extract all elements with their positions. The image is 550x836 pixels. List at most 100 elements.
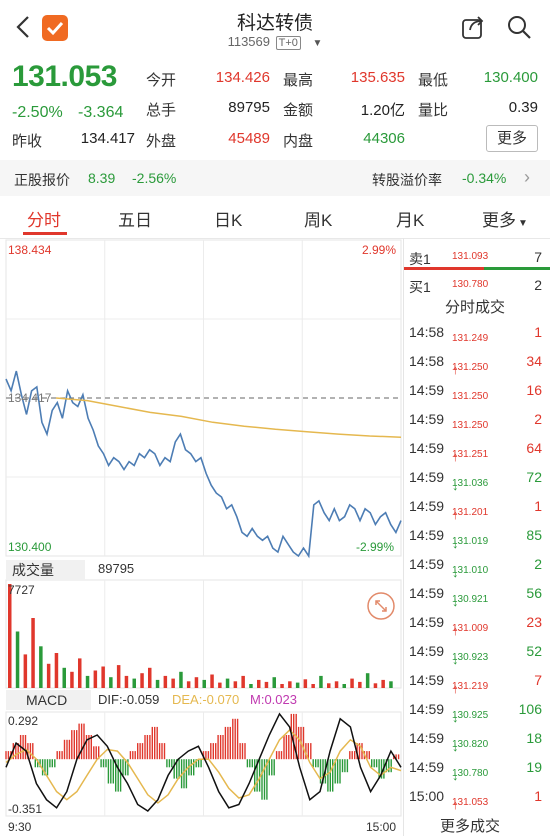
volume-bar xyxy=(210,674,214,688)
average-price-line xyxy=(55,397,402,438)
trade-price-value: 130.780 xyxy=(452,768,489,779)
volume-bar xyxy=(8,584,12,688)
tab-more[interactable]: 更多 ▼ xyxy=(482,206,528,231)
volume-bar xyxy=(334,681,339,688)
trade-volume: 2 xyxy=(534,411,542,427)
more-trades-button[interactable]: 更多成交 xyxy=(440,818,501,835)
volume-bar xyxy=(194,677,199,688)
dropdown-caret-icon[interactable]: ▼ xyxy=(312,38,323,49)
trade-direction: ↑ xyxy=(452,681,459,696)
buy-ratio-bar xyxy=(484,267,550,270)
time-end: 15:00 xyxy=(366,820,397,834)
axis-top-pct: 2.99% xyxy=(362,243,397,257)
trade-row: 14:59 130.820 ↓ 18 xyxy=(404,723,550,754)
trade-price-value: 131.010 xyxy=(452,565,489,576)
trade-price-value: 131.251 xyxy=(452,449,489,460)
volume-bar xyxy=(365,673,370,688)
axis-mid-price: 134.417 xyxy=(8,391,52,405)
stat-value-vol-ratio: 0.39 xyxy=(508,99,538,116)
trade-time: 14:59 xyxy=(409,382,445,398)
axis-top-price: 138.434 xyxy=(8,243,52,257)
trade-time: 14:59 xyxy=(409,730,445,746)
volume-bar xyxy=(186,681,191,688)
volume-bar xyxy=(264,681,269,688)
volume-bar xyxy=(233,681,238,688)
tab-weekly-k[interactable]: 周K xyxy=(304,211,333,230)
intraday-chart[interactable] xyxy=(0,238,404,836)
trade-time: 14:58 xyxy=(409,324,445,340)
tab-five-day[interactable]: 五日 xyxy=(118,211,152,230)
tabs-divider xyxy=(0,238,550,239)
trade-time: 14:58 xyxy=(409,353,445,369)
volume-bar xyxy=(350,678,354,688)
trade-direction: ↓ xyxy=(452,478,459,493)
back-arrow-icon[interactable] xyxy=(14,14,34,40)
volume-bar xyxy=(93,670,98,688)
stat-value-low: 130.400 xyxy=(483,69,538,86)
trade-price-value: 131.019 xyxy=(452,536,489,547)
trade-row: 14:59 131.036 ↓ 72 xyxy=(404,462,550,493)
trade-row: 14:59 131.250 16 xyxy=(404,375,550,403)
prev-close-value: 134.417 xyxy=(80,130,135,147)
stat-label-inner: 内盘 xyxy=(283,133,314,150)
volume-total: 89795 xyxy=(98,561,135,576)
stat-label-outer: 外盘 xyxy=(146,133,177,150)
tab-daily-k[interactable]: 日K xyxy=(214,211,243,230)
trade-volume: 52 xyxy=(526,643,542,659)
trade-price-value: 131.249 xyxy=(452,333,489,344)
volume-bar xyxy=(54,653,59,688)
tab-intraday[interactable]: 分时 xyxy=(27,211,61,230)
expand-icon[interactable] xyxy=(366,591,396,621)
trade-volume: 1 xyxy=(534,498,542,514)
volume-bar xyxy=(163,675,168,688)
sell-ratio-bar xyxy=(404,267,484,270)
volume-bar xyxy=(280,684,284,688)
share-icon[interactable] xyxy=(461,14,485,40)
volume-bar xyxy=(257,679,261,688)
trade-row: 14:59 131.251 ↑ 64 xyxy=(404,433,550,464)
trade-time: 14:59 xyxy=(409,585,445,601)
volume-label[interactable]: 成交量 xyxy=(6,560,85,580)
volume-bar xyxy=(241,675,245,688)
stat-label-high: 最高 xyxy=(283,72,314,89)
top-bar: 科达转债 113569 T+0 ▼ xyxy=(0,0,550,58)
order-buy-1: 买1 130.780 2 xyxy=(404,270,550,298)
more-stats-button[interactable]: 更多 xyxy=(486,125,538,152)
trade-price-value: 131.219 xyxy=(452,681,489,692)
info-strip: 正股报价 8.39 -2.56% 转股溢价率 -0.34% › xyxy=(0,160,550,196)
trade-row: 14:59 131.009 ↑ 23 xyxy=(404,607,550,638)
trade-direction: ↓ xyxy=(452,536,459,551)
trade-direction: ↑ xyxy=(452,623,459,638)
tab-monthly-k[interactable]: 月K xyxy=(396,211,425,230)
trade-direction: ↑ xyxy=(452,449,459,464)
volume-bar xyxy=(39,646,43,688)
trade-volume: 106 xyxy=(518,701,542,717)
volume-bar xyxy=(109,677,113,688)
trade-row: 14:59 131.010 ↓ 2 xyxy=(404,549,550,580)
trade-row: 14:59 131.201 ↑ 1 xyxy=(404,491,550,522)
security-name: 科达转债 xyxy=(236,13,313,34)
trade-direction: ↓ xyxy=(452,768,459,783)
trade-row: 14:59 131.250 2 xyxy=(404,404,550,432)
chevron-right-icon[interactable]: › xyxy=(524,167,530,187)
search-icon[interactable] xyxy=(506,14,532,40)
sell-label: 卖1 xyxy=(409,251,431,267)
volume-bar xyxy=(31,618,35,688)
volume-bar xyxy=(272,677,276,688)
trade-time: 14:59 xyxy=(409,759,445,775)
sell-vol: 7 xyxy=(534,249,542,265)
trade-volume: 19 xyxy=(526,759,542,775)
macd-label[interactable]: MACD xyxy=(6,690,91,710)
trade-volume: 7 xyxy=(534,672,542,688)
volume-bar xyxy=(179,671,183,688)
volume-bar xyxy=(295,682,300,688)
trade-time: 14:59 xyxy=(409,440,445,456)
premium-label: 转股溢价率 xyxy=(372,172,442,188)
trade-direction: ↓ xyxy=(452,739,459,754)
volume-bar xyxy=(373,683,378,688)
macd-top: 0.292 xyxy=(8,714,39,728)
trade-volume: 1 xyxy=(534,788,542,804)
security-code-selector[interactable]: 113569 T+0 ▼ xyxy=(0,34,550,50)
trade-tag: T+0 xyxy=(275,36,301,50)
stat-label-open: 今开 xyxy=(146,72,177,89)
